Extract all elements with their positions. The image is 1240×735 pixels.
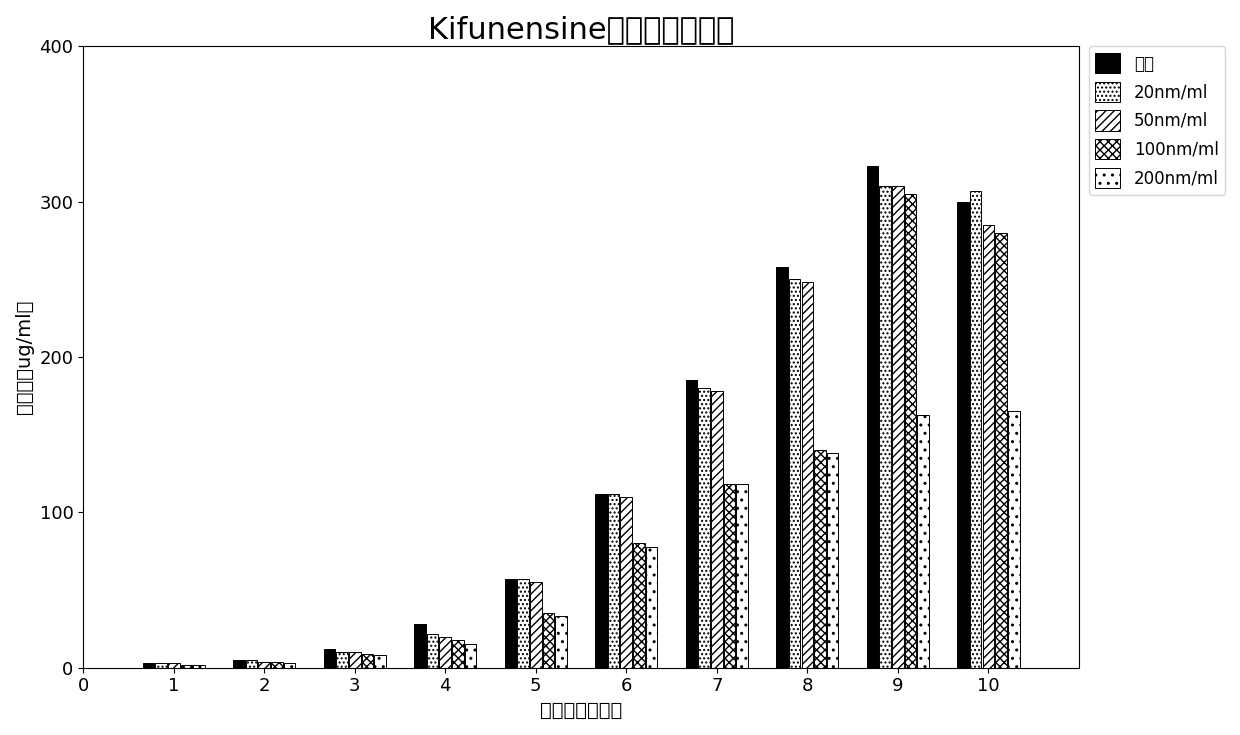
Bar	[143, 663, 154, 667]
Bar	[634, 543, 645, 667]
Bar	[324, 649, 335, 667]
Legend: 对照, 20nm/ml, 50nm/ml, 100nm/ml, 200nm/ml: 对照, 20nm/ml, 50nm/ml, 100nm/ml, 200nm/ml	[1089, 46, 1225, 195]
Bar	[918, 415, 929, 667]
Bar	[608, 494, 620, 667]
Bar	[155, 663, 167, 667]
Bar	[374, 656, 386, 667]
Bar	[957, 201, 968, 667]
Bar	[439, 637, 451, 667]
Bar	[362, 653, 373, 667]
Bar	[193, 664, 205, 667]
Bar	[646, 547, 657, 667]
Bar	[905, 194, 916, 667]
Bar	[815, 451, 826, 667]
Bar	[543, 613, 554, 667]
Bar	[414, 624, 425, 667]
Bar	[686, 380, 697, 667]
Y-axis label: 表达量（ug/ml）: 表达量（ug/ml）	[15, 300, 33, 415]
Bar	[776, 267, 787, 667]
Bar	[517, 579, 529, 667]
Bar	[233, 660, 244, 667]
Bar	[827, 453, 838, 667]
Bar	[167, 663, 180, 667]
Bar	[181, 664, 192, 667]
Bar	[982, 225, 994, 667]
Bar	[465, 645, 476, 667]
Bar	[801, 282, 813, 667]
Bar	[1008, 412, 1019, 667]
Bar	[996, 233, 1007, 667]
Bar	[336, 652, 348, 667]
Bar	[427, 634, 439, 667]
Bar	[272, 662, 283, 667]
Bar	[453, 639, 464, 667]
Bar	[970, 191, 982, 667]
Bar	[711, 391, 723, 667]
Bar	[789, 279, 801, 667]
Bar	[724, 484, 735, 667]
Bar	[879, 186, 892, 667]
Bar	[556, 617, 567, 667]
Title: Kifunensine对表达量的影响: Kifunensine对表达量的影响	[428, 15, 734, 44]
Bar	[892, 186, 904, 667]
Bar	[620, 497, 632, 667]
Bar	[737, 484, 748, 667]
Bar	[867, 166, 878, 667]
Bar	[258, 662, 270, 667]
Bar	[505, 579, 516, 667]
Bar	[595, 494, 606, 667]
Bar	[698, 388, 711, 667]
Bar	[529, 582, 542, 667]
Bar	[348, 652, 361, 667]
Bar	[246, 660, 258, 667]
X-axis label: 培养时间（天）: 培养时间（天）	[539, 701, 622, 720]
Bar	[284, 663, 295, 667]
